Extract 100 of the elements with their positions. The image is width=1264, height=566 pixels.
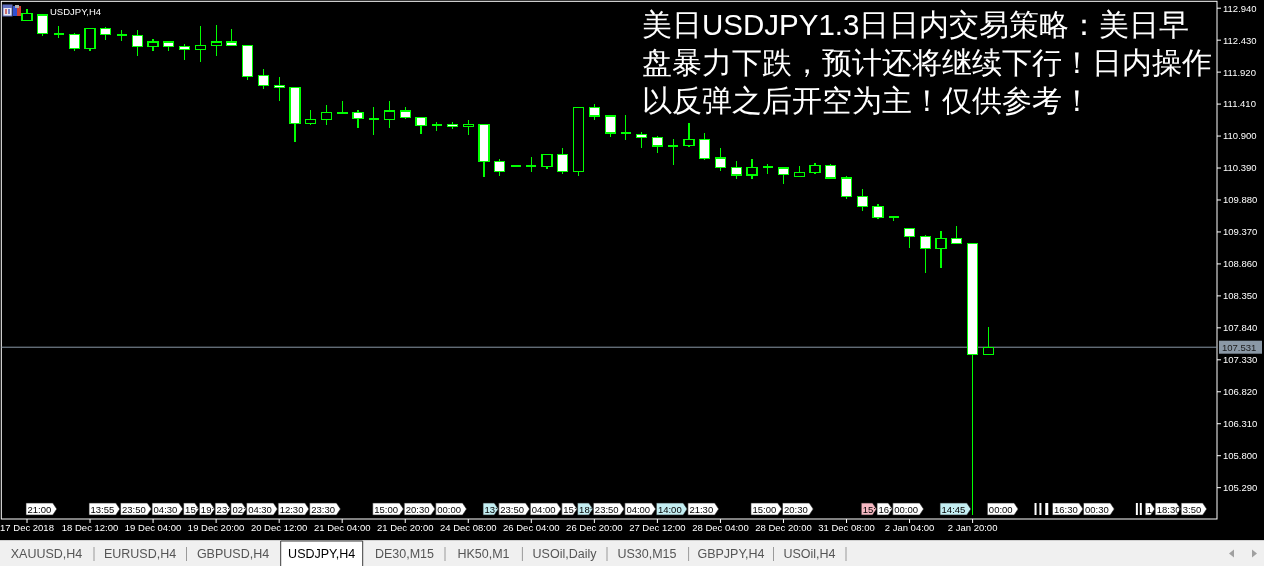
annotation: 00:00 xyxy=(894,503,919,515)
y-tick-label: 106.310 xyxy=(1223,418,1258,430)
event-flag: 20:30 xyxy=(403,502,436,516)
event-flag: 13: xyxy=(482,502,499,516)
tab-label: USOil,Daily xyxy=(532,547,597,561)
event-flag: 23:50 xyxy=(593,502,625,516)
event-flag: 02: xyxy=(230,502,247,516)
event-flag: 00:00 xyxy=(435,502,467,516)
x-tick-label: 18 Dec 12:00 xyxy=(61,522,119,534)
annotation: 04:00 xyxy=(626,503,651,515)
symbol-label: USDJPY,H4 xyxy=(50,6,102,17)
annotation: 12:30 xyxy=(279,503,304,515)
y-tick-label: 112.430 xyxy=(1223,34,1257,46)
annotation: 00:30 xyxy=(1085,503,1109,515)
tab-label: DE30,M15 xyxy=(374,547,435,561)
x-tick-label: 19 Dec 04:00 xyxy=(124,522,182,534)
x-tick-label: 27 Dec 12:00 xyxy=(629,522,686,534)
event-flag: 1 xyxy=(1145,502,1155,516)
y-tick-label: 112.940 xyxy=(1223,2,1257,14)
event-flag: 16:30 xyxy=(1052,502,1084,516)
tab-label: XAUUSD,H4 xyxy=(10,547,83,561)
annotation: 14:00 xyxy=(657,503,682,515)
annotation: 23:50 xyxy=(594,503,619,515)
tab-label: USDJPY,H4 xyxy=(288,547,356,561)
event-flag: 23:30 xyxy=(309,502,341,516)
x-tick-label: 2 Jan 04:00 xyxy=(884,522,935,534)
event-flag: 23: xyxy=(214,502,231,516)
x-tick-label: 28 Dec 20:00 xyxy=(755,522,812,534)
event-flag: 19: xyxy=(199,502,215,516)
y-tick-label: 111.410 xyxy=(1223,98,1256,110)
event-flag: 20:30 xyxy=(782,502,814,516)
event-flag: 15:00 xyxy=(372,502,404,516)
x-tick-label: 26 Dec 04:00 xyxy=(503,522,560,534)
event-flag: 14:00 xyxy=(656,502,688,516)
event-flag: 13:55 xyxy=(88,502,121,516)
event-flag: 04:00 xyxy=(530,502,562,516)
annotation: 15:00 xyxy=(752,503,777,515)
x-tick-label: 17 Dec 2018 xyxy=(0,522,54,534)
y-tick-label: 107.840 xyxy=(1223,322,1258,334)
event-flag: 3:50 xyxy=(1180,502,1207,516)
event-flag: 15: xyxy=(183,502,200,516)
y-tick-label: 105.800 xyxy=(1223,450,1258,462)
annotation: 20:30 xyxy=(783,503,808,515)
annotation: 13:55 xyxy=(90,503,115,515)
x-tick-label: 20 Dec 12:00 xyxy=(250,522,308,534)
tab-label: HK50,M1 xyxy=(457,547,510,561)
tab-label: GBPUSD,H4 xyxy=(196,547,270,561)
annotation: 3:50 xyxy=(1182,503,1202,515)
x-tick-label: 21 Dec 20:00 xyxy=(377,522,434,534)
event-flag: 04:30 xyxy=(246,502,278,516)
event-flag: 15: xyxy=(861,502,877,516)
annotation: 21:30 xyxy=(689,503,714,515)
annotation: 04:30 xyxy=(248,503,272,515)
y-tick-label: 109.880 xyxy=(1223,194,1258,206)
y-tick-label: 108.350 xyxy=(1223,290,1258,302)
tab-label: EURUSD,H4 xyxy=(103,547,177,561)
event-flag: 23:50 xyxy=(120,502,152,516)
annotation: 23:50 xyxy=(122,503,146,515)
event-flag: 00:00 xyxy=(987,502,1019,516)
event-flag: 04:00 xyxy=(624,502,656,516)
event-flag: 16: xyxy=(876,502,893,516)
event-flag: 14:45 xyxy=(939,502,972,516)
event-flag: 21:30 xyxy=(687,502,719,516)
y-tick-label: 108.860 xyxy=(1223,258,1258,270)
event-flag: 00:30 xyxy=(1083,502,1115,516)
x-tick-label: 24 Dec 08:00 xyxy=(440,522,497,534)
event-flag: 23:50 xyxy=(498,502,530,516)
event-flag: 15:00 xyxy=(750,502,783,516)
y-tick-label: 106.820 xyxy=(1223,386,1258,398)
y-tick-label: 109.370 xyxy=(1223,226,1258,238)
tab-label: USOil,H4 xyxy=(783,547,836,561)
ref-line-label: 107.531 xyxy=(1222,341,1257,353)
tab-label: US30,M15 xyxy=(617,547,677,561)
annotation: 20:30 xyxy=(405,503,430,515)
title: 美日USDJPY1.3日日内交易策略：美日早盘暴力下跌，预计还将继续下行！日内操作以反弹之后开空为主！仅供参考！ xyxy=(642,7,1213,119)
event-flag: 00:00 xyxy=(892,502,924,516)
x-tick-label: 31 Dec 08:00 xyxy=(818,522,875,534)
annotation: 23:30 xyxy=(311,503,335,515)
x-tick-label: 26 Dec 20:00 xyxy=(566,522,623,534)
x-tick-label: 2 Jan 20:00 xyxy=(947,522,998,534)
y-tick-label: 110.390 xyxy=(1223,162,1257,174)
annotation: 00:00 xyxy=(437,503,462,515)
annotation: 04:30 xyxy=(153,503,178,515)
annotation: 15:00 xyxy=(374,503,398,515)
event-flag: 12:30 xyxy=(277,502,310,516)
y-tick-label: 105.290 xyxy=(1223,482,1258,494)
annotation: 16:30 xyxy=(1053,503,1078,515)
event-flag: 04:30 xyxy=(151,502,184,516)
annotation: 00:00 xyxy=(988,503,1013,515)
annotation: 23:50 xyxy=(500,503,525,515)
annotation: 04:00 xyxy=(531,503,556,515)
event-flag: 18: xyxy=(577,502,594,516)
y-tick-label: 107.330 xyxy=(1223,354,1258,366)
x-tick-label: 19 Dec 20:00 xyxy=(187,522,245,534)
event-flag: 21:00 xyxy=(25,502,58,516)
y-tick-label: 110.900 xyxy=(1223,130,1257,142)
x-tick-label: 28 Dec 04:00 xyxy=(692,522,749,534)
annotation: 14:45 xyxy=(941,503,966,515)
x-tick-label: 21 Dec 04:00 xyxy=(313,522,371,534)
y-tick-label: 111.920 xyxy=(1223,66,1256,78)
